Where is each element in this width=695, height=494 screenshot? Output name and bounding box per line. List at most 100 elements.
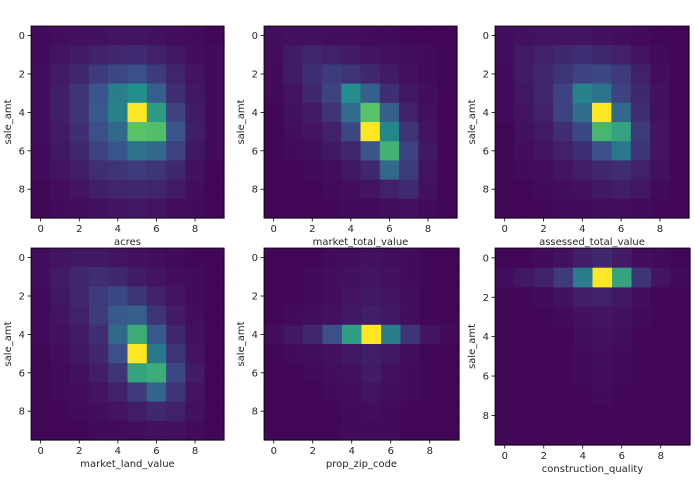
y-tick-label: 6: [252, 368, 258, 379]
heatmap-cell: [630, 179, 651, 200]
heatmap-cell: [88, 324, 109, 345]
heatmap-cell: [495, 179, 515, 200]
y-tick-label: 8: [19, 407, 25, 418]
heatmap-cell: [669, 83, 690, 104]
heatmap-cell: [572, 26, 593, 46]
heatmap-cell: [514, 366, 535, 387]
y-tick-label: 6: [483, 372, 489, 383]
plot-frame: [30, 25, 225, 219]
heatmap-cell: [341, 122, 362, 142]
x-tick-label: 6: [153, 224, 159, 235]
heatmap-cell: [495, 366, 516, 387]
heatmap-cell: [31, 64, 51, 85]
heatmap-cell: [88, 305, 109, 326]
heatmap-cell: [651, 405, 672, 426]
heatmap-cell: [573, 326, 594, 348]
heatmap-cell: [381, 267, 402, 287]
heatmap-cell: [592, 141, 612, 161]
heatmap-cell: [302, 160, 323, 181]
heatmap-cell: [341, 83, 362, 104]
heatmap-cell: [553, 102, 574, 123]
heatmap-panel-6: 0 2 4 6 8 0 2 4 6 8 construction_quality sale_amt: [467, 247, 691, 475]
heatmap-cell: [592, 64, 612, 85]
y-tick-label: 0: [252, 253, 258, 264]
heatmap-cell: [321, 64, 342, 85]
heatmap-cell: [670, 307, 691, 328]
heatmap-cell: [379, 45, 400, 65]
heatmap-cell: [264, 363, 285, 383]
heatmap-cell: [302, 45, 323, 65]
heatmap-cell: [31, 305, 51, 326]
heatmap-cell: [204, 64, 225, 85]
heatmap-cell: [69, 248, 90, 268]
heatmap-cell: [50, 45, 71, 65]
x-tick-label: 8: [657, 224, 663, 235]
heatmap-cell: [651, 425, 672, 446]
heatmap-cell: [612, 267, 633, 288]
heatmap-cell: [31, 420, 51, 441]
heatmap-cell: [400, 420, 421, 441]
heatmap-cell: [303, 324, 324, 345]
heatmap-cell: [185, 160, 206, 181]
heatmap-cell: [166, 45, 186, 65]
heatmap-cell: [631, 385, 652, 407]
heatmap-cell: [264, 83, 284, 104]
heatmap-cell: [127, 102, 148, 123]
x-tick-label: 4: [115, 224, 121, 235]
heatmap-cell: [185, 363, 206, 383]
heatmap-cell: [341, 198, 362, 219]
heatmap-cell: [108, 102, 129, 123]
heatmap-cell: [572, 122, 593, 142]
heatmap-cell: [612, 287, 633, 308]
heatmap-cell: [495, 141, 515, 161]
heatmap-cell: [534, 346, 555, 367]
x-tick-label: 2: [541, 451, 547, 462]
heatmap-cell: [146, 83, 167, 104]
heatmap-cell: [514, 267, 535, 288]
heatmap-cell: [631, 267, 652, 288]
heatmap-cell: [88, 344, 109, 364]
heatmap-cell: [31, 102, 51, 123]
heatmap-cell: [108, 382, 129, 403]
heatmap-cell: [514, 287, 535, 308]
heatmap-cell: [361, 344, 382, 364]
heatmap-cell: [108, 141, 129, 161]
heatmap-cell: [399, 179, 419, 200]
heatmap-cell: [592, 405, 613, 426]
plot-frame: [494, 25, 690, 219]
heatmap-cell: [670, 326, 691, 348]
heatmap-cell: [592, 102, 612, 123]
heatmap-cell: [534, 405, 555, 426]
heatmap-cell: [264, 26, 284, 46]
heatmap-cell: [69, 83, 90, 104]
heatmap-cell: [303, 363, 324, 383]
heatmap-cell: [514, 83, 535, 104]
heatmap-cell: [379, 102, 400, 123]
heatmap-cell: [321, 160, 342, 181]
heatmap-cell: [379, 122, 400, 142]
heatmap-cell: [631, 287, 652, 308]
heatmap-cell: [283, 122, 304, 142]
heatmap-cell: [50, 102, 71, 123]
heatmap-cell: [592, 326, 613, 348]
heatmap-cell: [127, 198, 148, 219]
heatmap-cell: [302, 26, 323, 46]
heatmap-cell: [669, 122, 690, 142]
heatmap-cell: [322, 286, 343, 307]
heatmap-cell: [204, 267, 225, 287]
heatmap-cell: [88, 45, 109, 65]
x-tick-label: 4: [349, 446, 355, 457]
heatmap-cell: [69, 102, 90, 123]
y-axis-label: sale_amt: [236, 321, 247, 366]
heatmap-cell: [283, 305, 304, 326]
heatmap-cell: [283, 420, 304, 441]
heatmap-cell: [418, 64, 439, 85]
heatmap-cell: [533, 83, 554, 104]
heatmap-cell: [630, 83, 651, 104]
heatmap-cell: [514, 64, 535, 85]
heatmap-cell: [495, 45, 515, 65]
heatmap-cell: [69, 160, 90, 181]
heatmap-cell: [31, 122, 51, 142]
heatmap-cell: [127, 344, 148, 364]
heatmap-cell: [573, 385, 594, 407]
